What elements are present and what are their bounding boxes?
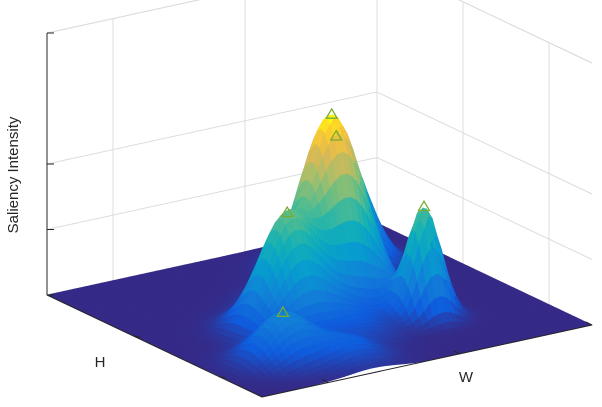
w-tick-1: [453, 350, 461, 355]
h-tick-0: [218, 376, 227, 379]
grid-z-1: [46, 156, 593, 260]
grid-top-edge: [46, 0, 593, 64]
peak-marker-1: [280, 205, 294, 218]
peak-markers: [276, 107, 431, 317]
w-tick-0: [321, 379, 329, 384]
w-tick-2: [585, 321, 593, 326]
y-axis-label: H: [95, 354, 106, 371]
peak-marker-0: [276, 305, 290, 317]
peak-marker-2: [325, 107, 339, 119]
h-axis-line: [46, 294, 263, 398]
grid-z-3: [46, 0, 593, 64]
x-axis-label: W: [459, 369, 474, 386]
saliency-surface: [46, 114, 593, 398]
h-tick-1: [132, 335, 141, 338]
peak-marker-3: [329, 129, 343, 141]
peak-marker-4: [417, 199, 431, 212]
w-axis-line: [261, 324, 593, 398]
z-axis-label: Saliency Intensity: [5, 116, 22, 233]
axes: [46, 32, 593, 398]
grid-z-2: [46, 91, 593, 195]
